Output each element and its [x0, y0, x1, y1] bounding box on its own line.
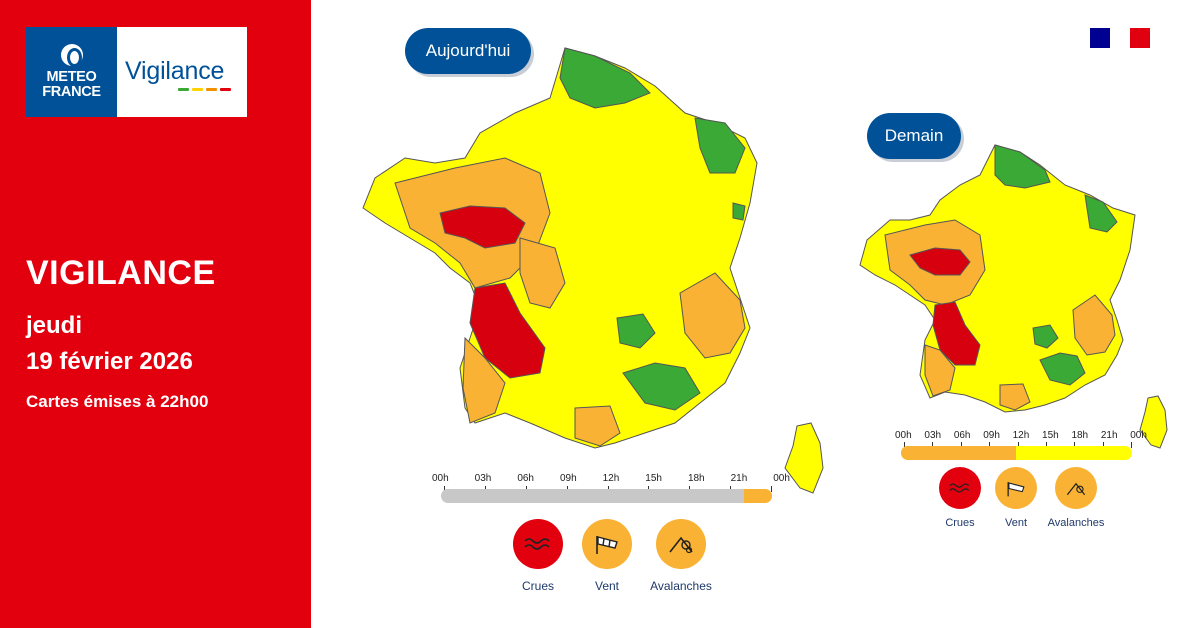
- vigilance-block: Vigilance: [117, 27, 247, 117]
- left-panel: METEO FRANCE Vigilance VIGILANCE jeudi 1…: [0, 0, 311, 628]
- today-legend-vent[interactable]: Vent: [572, 519, 642, 593]
- tomorrow-vigilance-map[interactable]: [855, 140, 1175, 455]
- today-map-base: [362, 47, 758, 449]
- today-hour-5: 15h: [645, 473, 662, 484]
- today-legend-avalanches-label: Avalanches: [650, 579, 712, 593]
- waves-icon: [939, 467, 981, 509]
- tomorrow-region-green-north: [994, 144, 1051, 189]
- tomorrow-hour-7: 21h: [1100, 430, 1118, 441]
- tomorrow-region-red-loire: [909, 247, 971, 276]
- tomorrow-legend-crues-label: Crues: [945, 517, 975, 529]
- tomorrow-timeline-hours: 00h 03h 06h 09h 12h 15h 18h 21h 00h: [895, 430, 1147, 441]
- today-hour-2: 06h: [517, 473, 534, 484]
- windsock-icon: [995, 467, 1037, 509]
- today-hour-0: 00h: [432, 473, 449, 484]
- tomorrow-legend-vent[interactable]: Vent: [986, 467, 1046, 529]
- tomorrow-region-green-northeast: [1084, 194, 1118, 233]
- today-legend-avalanches[interactable]: Avalanches: [641, 519, 721, 593]
- today-region-orange-alps: [679, 272, 746, 359]
- tomorrow-legend-avalanches[interactable]: Avalanches: [1040, 467, 1112, 529]
- avalanche-icon: [656, 519, 706, 569]
- bar-yellow: [192, 88, 203, 91]
- waves-icon: [513, 519, 563, 569]
- today-legend-crues-label: Crues: [521, 579, 554, 593]
- meteo-france-emblem-icon: [60, 44, 83, 67]
- today-region-orange-pyrenees: [574, 405, 621, 447]
- tomorrow-timeline-orange-segment: [901, 446, 1016, 460]
- date-label: 19 février 2026: [26, 348, 193, 375]
- windsock-icon: [582, 519, 632, 569]
- today-timeline-hours: 00h 03h 06h 09h 12h 15h 18h 21h 00h: [432, 473, 790, 484]
- tomorrow-hour-2: 06h: [953, 430, 971, 441]
- meteo-france-block: METEO FRANCE: [26, 27, 117, 117]
- tomorrow-region-orange-pyrenees: [999, 383, 1031, 411]
- bar-green: [178, 88, 189, 91]
- meteo-france-line2: FRANCE: [42, 84, 101, 100]
- tomorrow-region-green-center: [1032, 324, 1059, 349]
- republique-flag-icon: [1090, 28, 1150, 48]
- today-hour-6: 18h: [687, 473, 705, 484]
- tomorrow-map-base: [859, 144, 1136, 413]
- today-label-pill[interactable]: Aujourd'hui: [405, 28, 531, 74]
- today-vigilance-map[interactable]: [355, 38, 835, 508]
- today-legend-crues[interactable]: Crues: [503, 519, 573, 593]
- tomorrow-hour-5: 15h: [1042, 430, 1059, 441]
- tomorrow-region-orange-landes: [924, 344, 956, 397]
- tomorrow-hour-8: 00h: [1130, 430, 1147, 441]
- today-hour-7: 21h: [730, 473, 748, 484]
- today-hour-1: 03h: [474, 473, 492, 484]
- meteo-france-logo[interactable]: METEO FRANCE Vigilance: [26, 27, 247, 117]
- tomorrow-region-orange-alps: [1072, 294, 1116, 356]
- tomorrow-region-corsica: [1139, 395, 1168, 449]
- issued-label: Cartes émises à 22h00: [26, 392, 209, 411]
- vigilance-color-bars: [178, 88, 231, 91]
- today-region-corsica: [784, 422, 824, 494]
- today-region-green-center: [616, 313, 656, 349]
- tomorrow-hour-3: 09h: [983, 430, 1000, 441]
- tomorrow-hour-0: 00h: [895, 430, 912, 441]
- today-legend-vent-label: Vent: [594, 579, 620, 593]
- today-timeline-bar[interactable]: [441, 489, 772, 503]
- today-hour-4: 12h: [602, 473, 620, 484]
- tomorrow-hour-4: 12h: [1012, 430, 1030, 441]
- tomorrow-label-pill[interactable]: Demain: [867, 113, 961, 159]
- today-region-red-loire: [439, 205, 526, 249]
- today-timeline-orange-segment: [744, 489, 772, 503]
- tomorrow-legend-crues[interactable]: Crues: [930, 467, 990, 529]
- today-region-green-north: [559, 47, 651, 109]
- today-region-orange-centerwest: [519, 237, 566, 309]
- tomorrow-legend-vent-label: Vent: [1004, 517, 1028, 529]
- avalanche-icon: [1055, 467, 1097, 509]
- today-region-green-northeast: [694, 117, 746, 174]
- today-region-orange-landes: [462, 336, 506, 424]
- tomorrow-timeline-bar[interactable]: [901, 446, 1132, 460]
- today-region-green-south: [622, 362, 701, 411]
- bar-red: [220, 88, 231, 91]
- tomorrow-hour-6: 18h: [1071, 430, 1089, 441]
- today-hour-3: 09h: [559, 473, 577, 484]
- tomorrow-hour-1: 03h: [924, 430, 942, 441]
- today-hour-8: 00h: [773, 473, 790, 484]
- tomorrow-legend-avalanches-label: Avalanches: [1047, 517, 1105, 529]
- tomorrow-region-green-south: [1039, 352, 1086, 386]
- vigilance-wordmark: Vigilance: [125, 57, 225, 85]
- meteo-france-line1: METEO: [46, 69, 97, 85]
- tomorrow-region-red-southwest: [932, 301, 981, 366]
- page-title: VIGILANCE: [26, 254, 216, 292]
- today-region-red-southwest: [469, 282, 546, 379]
- tomorrow-timeline-ticks: [904, 442, 1132, 448]
- today-region-green-east-small: [732, 202, 746, 221]
- bar-orange: [206, 88, 217, 91]
- day-label: jeudi: [26, 312, 83, 339]
